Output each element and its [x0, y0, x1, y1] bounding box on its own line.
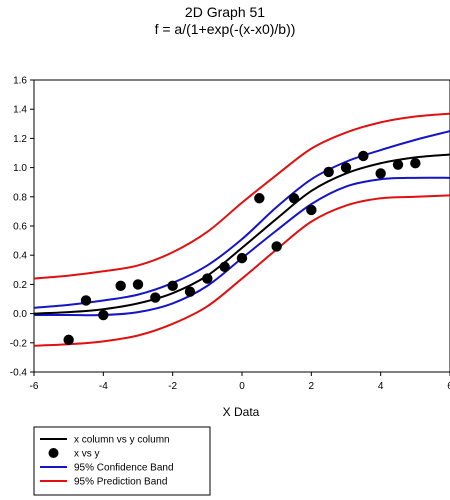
y-tick-label: 1.6	[13, 76, 27, 87]
prediction-band-curve	[34, 112, 450, 280]
data-point	[306, 204, 317, 216]
y-tick-label: -0.4	[10, 368, 28, 379]
data-point	[80, 295, 92, 306]
data-point	[358, 150, 369, 162]
y-tick-label: 0.0	[13, 309, 27, 320]
data-point	[392, 159, 404, 170]
data-point	[167, 280, 178, 292]
confidence-band-curve	[34, 130, 450, 309]
y-tick-label: 0.2	[13, 280, 27, 291]
data-point	[132, 279, 144, 290]
y-tick-label: 1.2	[13, 134, 27, 145]
plot-frame	[33, 79, 450, 373]
y-tick-label: -0.2	[10, 338, 28, 349]
data-point	[236, 252, 248, 264]
x-tick-label: -6	[30, 381, 39, 392]
data-point	[375, 168, 386, 179]
data-point	[254, 193, 265, 204]
legend-label: 95% Prediction Band	[74, 477, 167, 488]
data-point	[410, 158, 421, 169]
data-point	[63, 334, 74, 346]
legend-label: x column vs y column	[74, 435, 170, 446]
chart-title: 2D Graph 51	[184, 4, 266, 20]
legend-label: 95% Confidence Band	[74, 463, 174, 474]
data-point	[323, 166, 334, 178]
x-tick-label: 0	[239, 381, 245, 392]
y-tick-label: 0.6	[13, 222, 27, 233]
data-point	[288, 193, 300, 204]
data-point	[271, 241, 282, 252]
data-point	[150, 292, 161, 303]
data-point	[219, 261, 230, 273]
data-point	[98, 309, 109, 321]
x-axis-label: X Data	[223, 405, 260, 419]
y-tick-label: 1.0	[13, 163, 27, 174]
x-tick-label: 6	[447, 381, 450, 392]
y-tick-label: 1.4	[13, 105, 27, 116]
y-tick-label: 0.4	[13, 251, 27, 262]
data-point	[184, 286, 196, 297]
x-tick-label: 4	[378, 381, 384, 392]
data-point	[340, 162, 352, 173]
legend-marker	[48, 448, 59, 458]
legend-label: x vs y	[74, 449, 100, 460]
data-point	[202, 273, 213, 284]
data-point	[115, 280, 126, 292]
x-tick-label: -2	[168, 381, 177, 392]
prediction-band-curve	[34, 194, 450, 347]
x-tick-label: 2	[309, 381, 315, 392]
chart-subtitle: f = a/(1+exp(-(x-x0)/b))	[154, 21, 296, 37]
fit-curve	[34, 153, 450, 315]
y-tick-label: 0.8	[13, 192, 27, 203]
x-tick-label: -4	[99, 381, 108, 392]
